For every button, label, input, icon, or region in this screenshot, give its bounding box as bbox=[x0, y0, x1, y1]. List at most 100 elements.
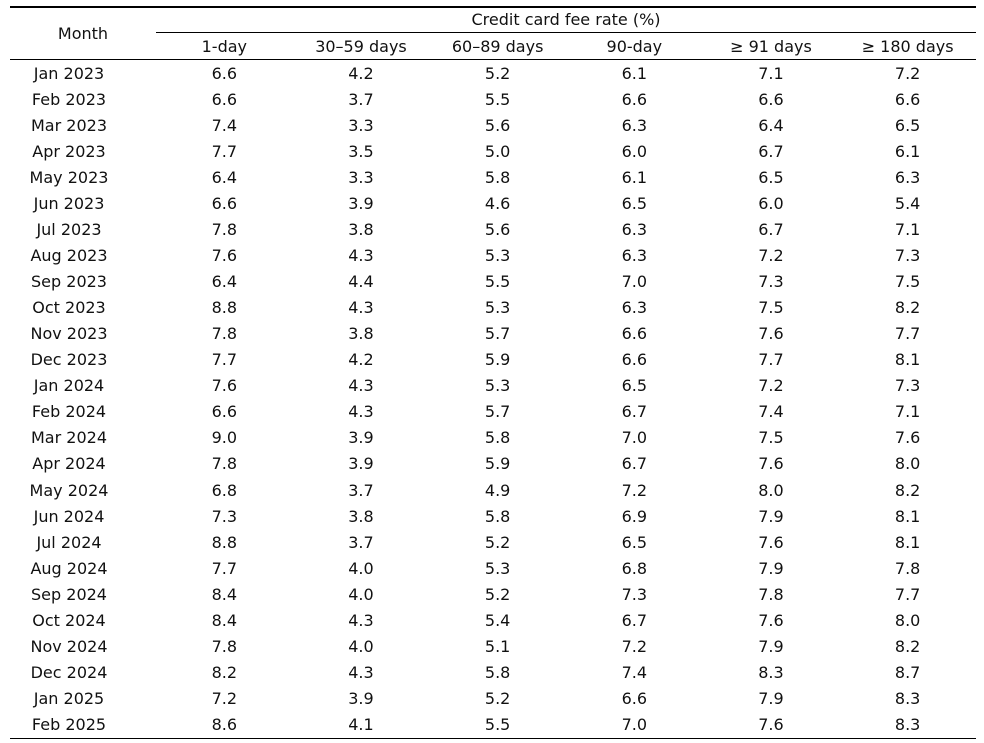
rate-cell: 7.8 bbox=[211, 324, 238, 344]
rate-cell: 5.3 bbox=[484, 245, 511, 265]
month-cell: Jun 2023 bbox=[33, 193, 105, 213]
rate-cell: 3.8 bbox=[348, 219, 374, 239]
rate-cell: 7.9 bbox=[758, 506, 784, 526]
month-cell: Oct 2023 bbox=[32, 298, 106, 318]
rate-cell: 7.2 bbox=[621, 636, 648, 656]
rate-cell: 6.3 bbox=[894, 167, 921, 187]
rate-cell: 6.3 bbox=[621, 115, 648, 135]
month-cell: Dec 2024 bbox=[30, 662, 108, 682]
table-row: Jan 2024 7.6 4.3 5.3 6.5 7.2 7.3 bbox=[10, 373, 976, 399]
rate-cell: 6.7 bbox=[758, 141, 784, 161]
rate-cell: 5.9 bbox=[484, 350, 511, 370]
month-cell: Sep 2024 bbox=[31, 584, 107, 604]
rate-cell: 8.3 bbox=[758, 662, 784, 682]
rate-cell: 7.8 bbox=[894, 558, 921, 578]
rate-cell: 7.1 bbox=[758, 63, 784, 83]
rate-cell: 5.2 bbox=[484, 63, 511, 83]
column-header: 1-day bbox=[156, 32, 293, 60]
rate-cell: 7.7 bbox=[894, 324, 921, 344]
rate-cell: 5.5 bbox=[429, 711, 566, 739]
rate-cell: 7.8 bbox=[211, 454, 238, 474]
month-cell: Jan 2025 bbox=[33, 689, 105, 709]
rate-cell: 4.3 bbox=[348, 610, 374, 630]
rate-cell: 7.1 bbox=[894, 402, 921, 422]
rate-cell: 6.6 bbox=[211, 402, 238, 422]
rate-cell: 8.7 bbox=[894, 662, 921, 682]
rate-cell: 4.3 bbox=[348, 245, 374, 265]
rate-cell: 8.3 bbox=[839, 711, 976, 739]
rate-cell: 6.6 bbox=[621, 324, 648, 344]
table-row: Jan 2023 6.6 4.2 5.2 6.1 7.1 7.2 bbox=[10, 60, 976, 87]
month-cell: Dec 2023 bbox=[30, 350, 108, 370]
rate-cell: 8.4 bbox=[211, 610, 238, 630]
rate-cell: 6.4 bbox=[211, 272, 238, 292]
rate-cell: 8.0 bbox=[758, 480, 784, 500]
table-row: Feb 2025 8.6 4.1 5.5 7.0 7.6 8.3 bbox=[10, 711, 976, 739]
rate-cell: 4.0 bbox=[348, 636, 374, 656]
rate-cell: 5.8 bbox=[484, 506, 511, 526]
rate-cell: 7.4 bbox=[621, 662, 648, 682]
rate-cell: 5.6 bbox=[484, 219, 511, 239]
rate-cell: 7.6 bbox=[758, 610, 784, 630]
month-cell: Mar 2024 bbox=[31, 428, 107, 448]
rate-cell: 7.0 bbox=[621, 272, 648, 292]
rate-cell: 3.7 bbox=[348, 532, 374, 552]
rate-cell: 6.6 bbox=[211, 193, 238, 213]
rate-cell: 6.7 bbox=[621, 454, 648, 474]
fee-rate-group-header: Credit card fee rate (%) bbox=[156, 7, 976, 33]
rate-cell: 7.3 bbox=[758, 272, 784, 292]
rate-cell: 6.6 bbox=[211, 89, 238, 109]
rate-cell: 7.9 bbox=[758, 689, 784, 709]
rate-cell: 5.6 bbox=[484, 115, 511, 135]
rate-cell: 3.9 bbox=[348, 689, 374, 709]
rate-cell: 8.4 bbox=[211, 584, 238, 604]
rate-cell: 3.9 bbox=[348, 193, 374, 213]
column-header: 60–89 days bbox=[429, 32, 566, 60]
rate-cell: 7.3 bbox=[211, 506, 238, 526]
rate-cell: 7.6 bbox=[702, 711, 840, 739]
rate-cell: 7.7 bbox=[211, 141, 238, 161]
rate-cell: 4.4 bbox=[348, 272, 374, 292]
rate-cell: 3.9 bbox=[348, 428, 374, 448]
rate-cell: 4.2 bbox=[348, 63, 374, 83]
month-cell: Apr 2024 bbox=[32, 454, 106, 474]
rate-cell: 3.5 bbox=[348, 141, 374, 161]
rate-cell: 7.9 bbox=[758, 558, 784, 578]
rate-cell: 5.7 bbox=[484, 324, 511, 344]
month-cell: Sep 2023 bbox=[31, 272, 107, 292]
month-cell: May 2023 bbox=[29, 167, 109, 187]
rate-cell: 6.1 bbox=[621, 167, 648, 187]
rate-cell: 6.9 bbox=[621, 506, 648, 526]
rate-cell: 7.5 bbox=[758, 428, 784, 448]
rate-cell: 5.5 bbox=[484, 89, 511, 109]
rate-cell: 7.8 bbox=[758, 584, 784, 604]
rate-cell: 6.3 bbox=[621, 245, 648, 265]
rate-cell: 6.3 bbox=[621, 298, 648, 318]
rate-cell: 7.5 bbox=[894, 272, 921, 292]
rate-cell: 8.2 bbox=[894, 480, 921, 500]
rate-cell: 8.0 bbox=[894, 454, 921, 474]
table-row: Feb 2024 6.6 4.3 5.7 6.7 7.4 7.1 bbox=[10, 399, 976, 425]
rate-cell: 3.7 bbox=[348, 89, 374, 109]
rate-cell: 4.2 bbox=[348, 350, 374, 370]
rate-cell: 7.0 bbox=[565, 711, 703, 739]
month-column-header: Month bbox=[10, 7, 156, 60]
table-row: May 2024 6.8 3.7 4.9 7.2 8.0 8.2 bbox=[10, 477, 976, 503]
rate-cell: 5.3 bbox=[484, 376, 511, 396]
rate-cell: 4.3 bbox=[348, 298, 374, 318]
rate-cell: 6.6 bbox=[621, 89, 648, 109]
month-cell: May 2024 bbox=[29, 480, 109, 500]
rate-cell: 6.1 bbox=[621, 63, 648, 83]
rate-cell: 8.6 bbox=[156, 711, 293, 739]
rate-cell: 7.3 bbox=[894, 245, 921, 265]
month-cell: Apr 2023 bbox=[32, 141, 106, 161]
rate-cell: 6.7 bbox=[758, 219, 784, 239]
rate-cell: 6.5 bbox=[621, 193, 648, 213]
rate-cell: 7.4 bbox=[211, 115, 238, 135]
month-cell: Nov 2024 bbox=[30, 636, 108, 656]
month-cell: Feb 2023 bbox=[31, 89, 107, 109]
rate-cell: 3.3 bbox=[348, 167, 374, 187]
table-row: Jul 2023 7.8 3.8 5.6 6.3 6.7 7.1 bbox=[10, 216, 976, 242]
rate-cell: 7.6 bbox=[758, 324, 784, 344]
